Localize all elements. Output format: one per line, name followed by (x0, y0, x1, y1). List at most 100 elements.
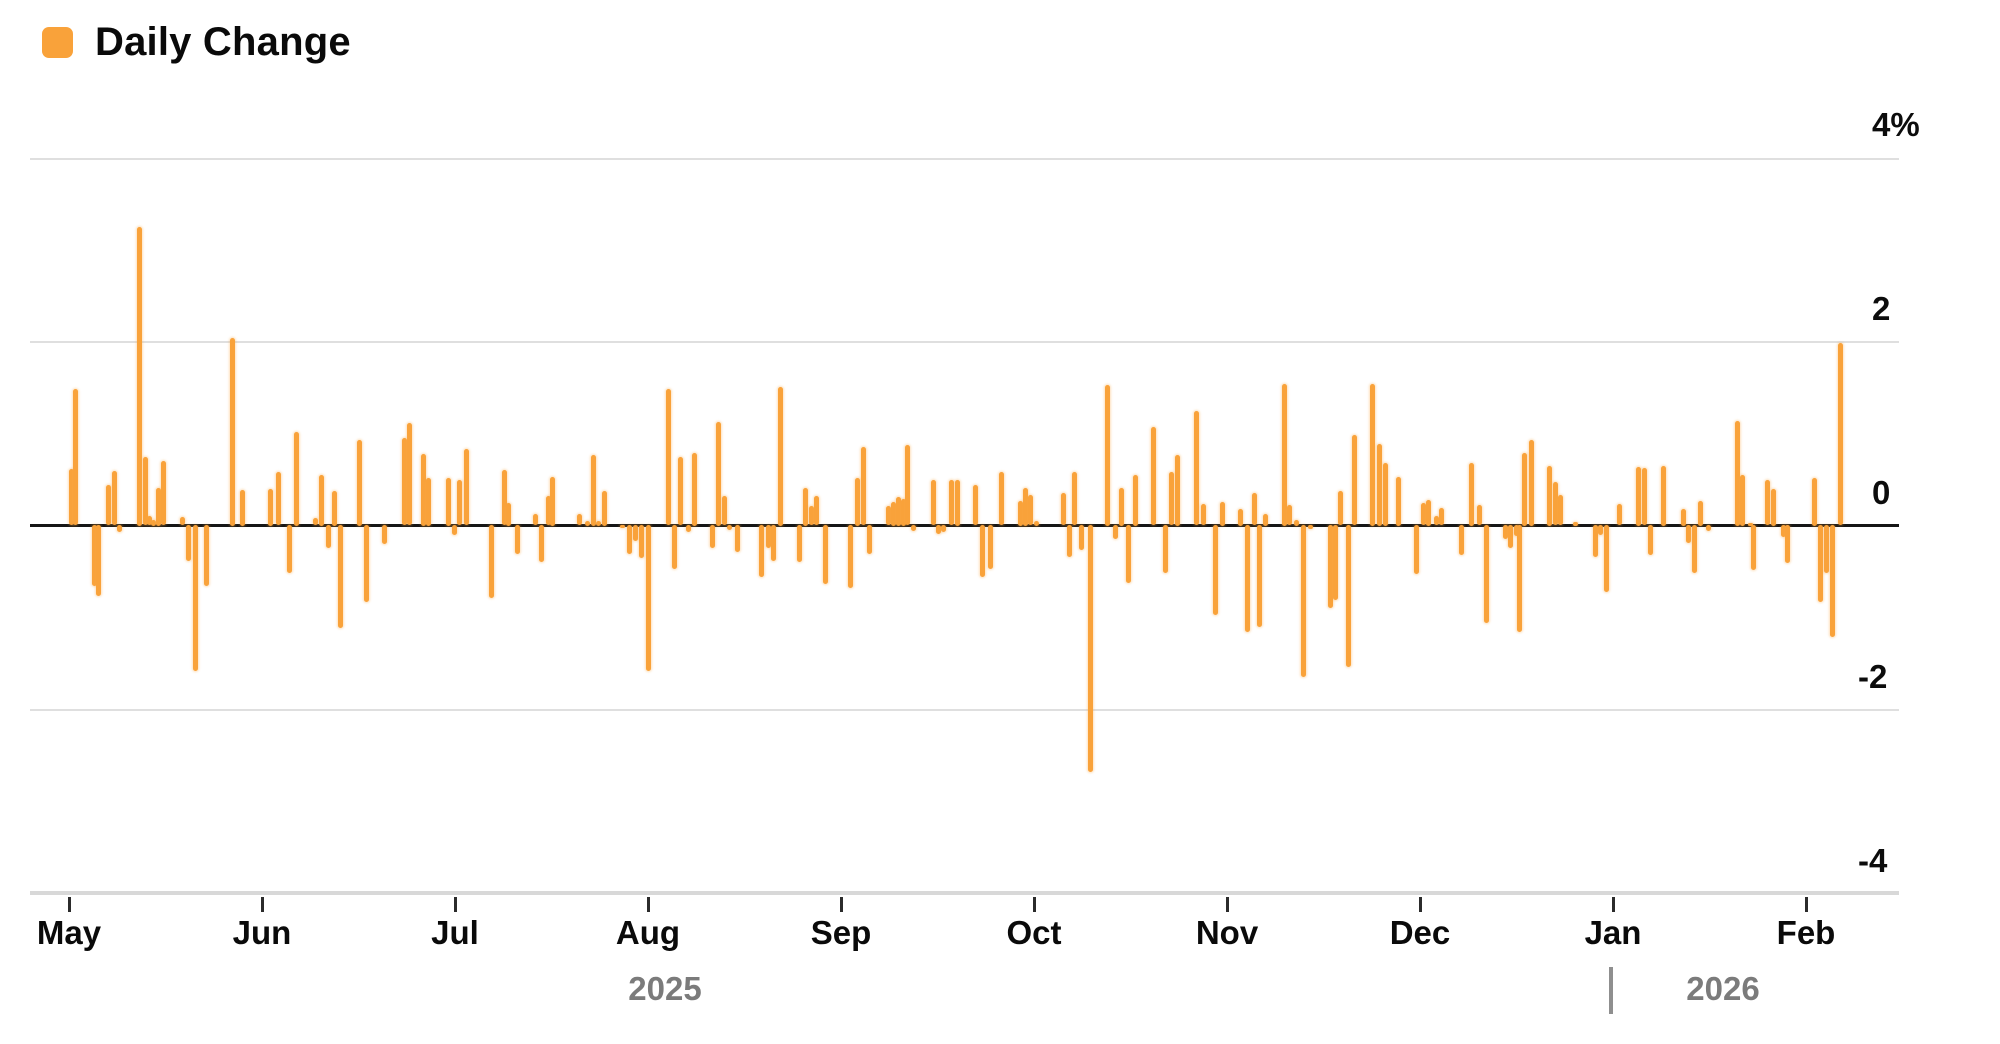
bar (646, 525, 651, 671)
x-axis-month-label: May (36, 914, 102, 951)
bar (722, 496, 727, 525)
bar (96, 525, 101, 596)
bar (1439, 508, 1444, 525)
bar (1263, 514, 1268, 526)
bar (686, 525, 691, 532)
bar (1553, 482, 1558, 525)
bar (421, 454, 426, 526)
year-separator (1609, 967, 1613, 1014)
bar (489, 525, 494, 598)
x-axis-month-label: Oct (1006, 914, 1062, 951)
x-axis-tick (1612, 897, 1615, 912)
bar (1151, 427, 1156, 525)
x-axis-tick (1033, 897, 1036, 912)
y-axis-tick-label: -4 (1858, 842, 1888, 879)
bar (848, 525, 853, 588)
x-axis-tick (647, 897, 650, 912)
bar (1201, 504, 1206, 525)
x-axis-tick (1419, 897, 1422, 912)
bar (502, 470, 507, 525)
x-axis-year-label: 2026 (1686, 970, 1760, 1007)
bar (1785, 525, 1790, 563)
bar (1765, 480, 1770, 525)
bar (550, 477, 555, 526)
bar (759, 525, 764, 577)
bar (1333, 525, 1338, 600)
bar (382, 525, 387, 544)
bar (287, 525, 292, 573)
bar (515, 525, 520, 554)
bar (1661, 466, 1666, 526)
gridline (30, 709, 1899, 711)
bar (1338, 491, 1343, 525)
bar (1175, 455, 1180, 526)
bar (193, 525, 198, 671)
bar (1781, 525, 1786, 537)
bar (452, 525, 457, 535)
bar (1477, 505, 1482, 525)
bar (809, 506, 814, 525)
bar (627, 525, 632, 554)
bar (999, 472, 1004, 525)
bar (1346, 525, 1351, 667)
bar (204, 525, 209, 586)
bar (596, 521, 601, 526)
bar (92, 525, 97, 586)
bar (319, 475, 324, 526)
bar (941, 525, 946, 532)
x-axis-year-label: 2025 (628, 970, 702, 1007)
legend: Daily Change (42, 20, 351, 65)
bar (117, 525, 122, 532)
bar (457, 480, 462, 525)
bar (137, 227, 142, 526)
bar (931, 480, 936, 525)
x-axis-month-label: Jan (1584, 914, 1642, 951)
bar (1067, 525, 1072, 557)
bar (1469, 463, 1474, 526)
bar (1383, 463, 1388, 526)
y-axis-tick-label: 0 (1872, 474, 1891, 511)
bar (1113, 525, 1118, 539)
bar (1503, 525, 1508, 539)
bar (1396, 477, 1401, 526)
x-axis-tick (454, 897, 457, 912)
bar (1126, 525, 1131, 583)
bar (1034, 521, 1039, 526)
bar (1370, 384, 1375, 526)
bar (186, 525, 191, 561)
x-axis-month-label: Nov (1195, 914, 1259, 951)
bar (151, 520, 156, 526)
bar (1163, 525, 1168, 573)
bar (639, 525, 644, 558)
bar (1692, 525, 1697, 573)
bar (861, 447, 866, 525)
bar (1771, 489, 1776, 526)
bar (823, 525, 828, 584)
bar (1194, 411, 1199, 525)
bar (1529, 440, 1534, 526)
bar (1301, 525, 1306, 677)
bar (1484, 525, 1489, 623)
bar (1686, 525, 1691, 543)
bar (1282, 384, 1287, 526)
x-axis-month-label: Sep (810, 914, 872, 951)
bar (1698, 501, 1703, 526)
bar (1061, 493, 1066, 525)
bar (1508, 525, 1513, 548)
bar (294, 432, 299, 526)
bar (886, 506, 891, 525)
bar (896, 497, 901, 526)
bar (1252, 493, 1257, 525)
bar (357, 440, 362, 526)
x-axis-month-label: Jul (431, 914, 479, 951)
bar (1751, 525, 1756, 570)
bar (1133, 475, 1138, 526)
bar (1648, 525, 1653, 555)
bar (577, 514, 582, 525)
bar (332, 491, 337, 526)
bar (620, 525, 625, 528)
bar (988, 525, 993, 569)
bar (1573, 522, 1578, 526)
bar (69, 469, 74, 525)
bar (1824, 525, 1829, 573)
